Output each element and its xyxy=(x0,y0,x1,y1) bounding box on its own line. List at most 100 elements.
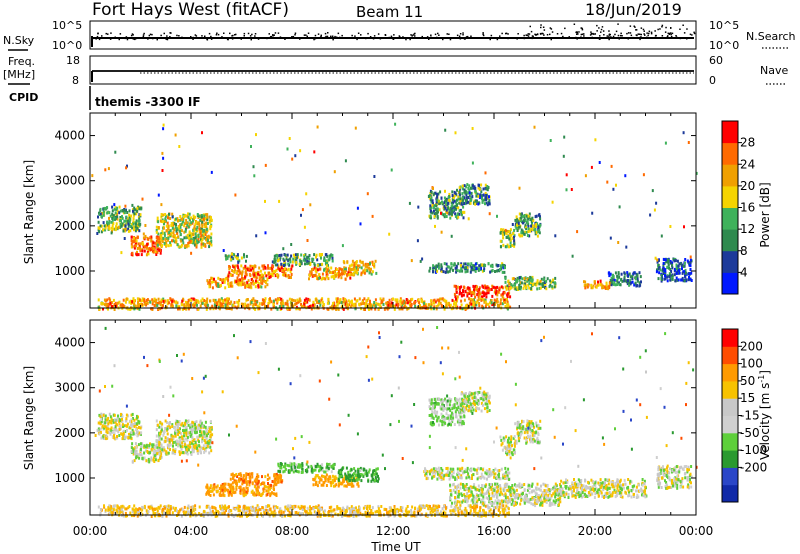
data-cell xyxy=(136,209,139,213)
noise-point xyxy=(192,38,194,40)
speckle-cell xyxy=(356,206,359,210)
data-cell xyxy=(100,412,103,416)
data-cell xyxy=(106,436,109,440)
data-cell xyxy=(476,192,479,196)
data-cell xyxy=(181,445,184,449)
data-cell xyxy=(472,284,475,288)
data-cell xyxy=(549,283,552,287)
data-cell xyxy=(128,216,131,219)
data-cell xyxy=(134,449,137,453)
data-cell xyxy=(188,240,191,244)
data-cell xyxy=(271,260,274,264)
data-cell xyxy=(182,430,185,434)
data-cell xyxy=(465,185,468,189)
data-cell xyxy=(284,302,287,306)
noise-point xyxy=(627,32,630,34)
data-cell xyxy=(132,236,135,240)
data-cell xyxy=(155,229,158,232)
data-cell xyxy=(323,258,326,262)
data-cell xyxy=(170,438,173,442)
data-cell xyxy=(113,434,115,438)
data-cell xyxy=(109,214,112,218)
freq-left-unit: [MHz] xyxy=(3,68,35,81)
data-cell xyxy=(535,283,538,287)
data-cell xyxy=(192,214,195,218)
data-cell xyxy=(168,441,171,445)
data-cell xyxy=(502,229,504,233)
data-cell xyxy=(116,206,119,210)
data-cell xyxy=(251,264,254,268)
data-cell xyxy=(195,420,198,424)
data-cell xyxy=(429,266,432,270)
data-cell xyxy=(174,425,177,429)
data-cell xyxy=(539,279,542,283)
data-cell xyxy=(240,302,243,306)
data-cell xyxy=(244,264,247,268)
data-cell xyxy=(522,221,524,225)
data-cell xyxy=(257,282,260,286)
data-cell xyxy=(98,413,101,417)
data-cell xyxy=(527,214,530,218)
data-cell xyxy=(471,184,474,188)
data-cell xyxy=(635,277,637,281)
data-cell xyxy=(139,447,142,451)
data-cell xyxy=(297,307,300,311)
data-cell xyxy=(153,460,156,463)
cpid-program: themis -3300 IF xyxy=(95,95,201,109)
data-cell xyxy=(554,281,556,285)
data-cell xyxy=(133,212,136,216)
data-cell xyxy=(176,301,179,305)
data-cell xyxy=(208,490,211,494)
data-cell xyxy=(295,301,298,305)
data-cell xyxy=(170,234,173,238)
data-cell xyxy=(308,257,311,261)
data-cell xyxy=(186,421,188,425)
data-cell xyxy=(104,228,107,232)
data-cell xyxy=(464,202,467,206)
noise-point xyxy=(614,33,616,36)
data-cell xyxy=(193,226,196,230)
data-cell xyxy=(525,286,528,290)
data-cell xyxy=(198,229,201,233)
noise-search-point xyxy=(536,33,539,36)
noise-point xyxy=(147,38,149,40)
data-cell xyxy=(336,300,338,304)
data-cell xyxy=(664,273,666,277)
data-cell xyxy=(117,414,119,418)
data-cell xyxy=(137,224,140,228)
data-cell xyxy=(456,213,459,217)
data-cell xyxy=(488,202,491,206)
data-cell xyxy=(608,274,611,278)
data-cell xyxy=(246,268,249,272)
noise-point xyxy=(360,34,362,36)
noise-point xyxy=(501,32,503,35)
data-cell xyxy=(527,222,530,226)
data-cell xyxy=(189,445,192,449)
data-cell xyxy=(149,236,152,240)
data-cell xyxy=(174,450,177,453)
data-cell xyxy=(324,253,327,257)
data-cell xyxy=(207,432,210,435)
data-cell xyxy=(116,417,119,421)
data-cell xyxy=(439,301,442,305)
data-cell xyxy=(196,449,199,453)
data-cell xyxy=(176,231,179,235)
data-cell xyxy=(187,419,190,423)
data-cell xyxy=(378,303,381,307)
data-cell xyxy=(187,302,190,306)
noise-search-point xyxy=(560,32,563,35)
data-cell xyxy=(206,241,209,245)
data-cell xyxy=(316,264,319,267)
data-cell xyxy=(543,281,546,284)
noise-point xyxy=(599,38,601,40)
data-cell xyxy=(254,285,257,289)
data-cell xyxy=(476,288,479,292)
data-cell xyxy=(150,456,153,460)
data-cell xyxy=(206,213,209,217)
data-cell xyxy=(188,231,191,235)
data-cell xyxy=(163,233,166,237)
data-cell xyxy=(255,300,258,304)
speckle-cell xyxy=(255,133,257,137)
data-cell xyxy=(149,442,151,446)
data-cell xyxy=(102,302,105,306)
